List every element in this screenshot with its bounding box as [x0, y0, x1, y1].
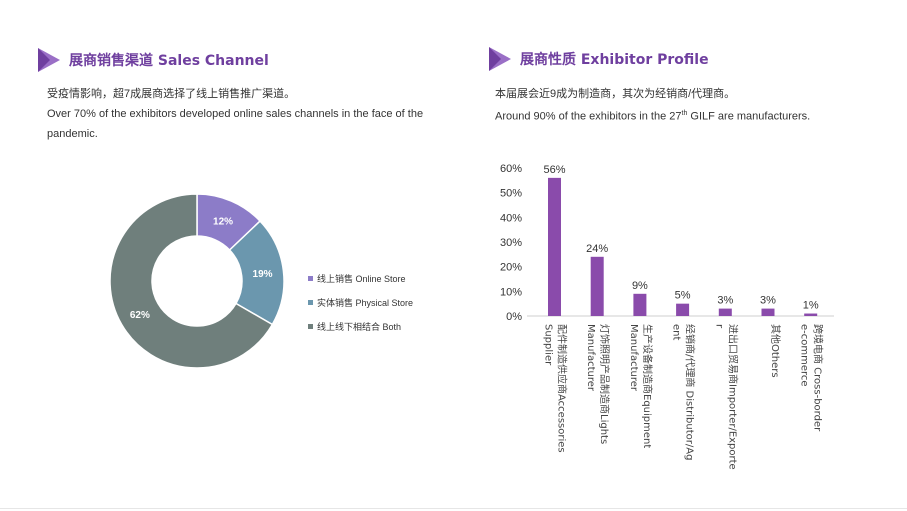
x-category-label-line: Supplier — [543, 324, 554, 366]
donut-slice-2 — [109, 193, 274, 369]
legend-swatch-physical — [308, 299, 313, 305]
legend-label-both: 线上线下相结合 Both — [317, 321, 402, 332]
sales-channel-donut-chart: 12% 19% 62% — [109, 193, 285, 369]
x-category-label-3: 经销商/代理商 Distributor/Agent — [671, 324, 697, 460]
x-category-label-line: e-commerce — [799, 324, 810, 387]
legend-item-physical: 实体销售 Physical Store — [308, 290, 413, 314]
exhibitor-profile-intro: 本届展会近9成为制造商，其次为经销商/代理商。 Around 90% of th… — [495, 84, 895, 127]
x-category-label-0: 配件制造供应商AccessoriesSupplier — [543, 324, 569, 453]
triangle-arrow-icon — [38, 48, 60, 72]
donut-slice-label-2: 62% — [130, 310, 150, 321]
exhibitor-profile-title: 展商性质 Exhibitor Profile — [520, 52, 709, 68]
x-category-label-line: Manufacturer — [628, 324, 639, 392]
bar-4 — [718, 308, 732, 316]
legend-swatch-both — [308, 323, 313, 329]
sales-channel-title: 展商销售渠道 Sales Channel — [69, 53, 269, 69]
legend-label-online: 线上销售 Online Store — [317, 273, 406, 284]
bar-value-label-2: 9% — [632, 280, 648, 292]
bar-2 — [633, 293, 647, 316]
x-category-label-line: 生产设备制造商Equipment — [641, 324, 654, 448]
bottom-divider — [0, 508, 907, 509]
x-category-label-line: r — [713, 324, 724, 329]
x-category-label-4: 进出口贸易商Importer/Exporter — [713, 324, 739, 470]
x-category-label-6: 跨境电商 Cross-bordere-commerce — [799, 324, 825, 432]
exhibitor-profile-intro-en: Around 90% of the exhibitors in the 27th… — [495, 104, 895, 127]
sales-channel-legend: 线上销售 Online Store 实体销售 Physical Store 线上… — [308, 266, 413, 338]
bar-5 — [761, 308, 775, 316]
sales-channel-header: 展商销售渠道 Sales Channel — [38, 48, 269, 72]
y-tick-label-2: 20% — [500, 262, 522, 274]
donut-svg: 12% 19% 62% — [109, 193, 285, 369]
donut-slice-label-1: 19% — [253, 269, 273, 280]
bar-value-label-4: 3% — [717, 295, 733, 307]
x-category-label-line: 配件制造供应商Accessories — [556, 324, 569, 453]
x-category-label-line: ent — [671, 324, 682, 340]
bar-value-label-3: 5% — [675, 290, 691, 302]
y-tick-label-4: 40% — [500, 212, 522, 224]
exhibitor-profile-intro-cn: 本届展会近9成为制造商，其次为经销商/代理商。 — [495, 88, 736, 100]
sales-channel-intro: 受疫情影响，超7成展商选择了线上销售推广渠道。 Over 70% of the … — [47, 84, 427, 144]
bar-3 — [676, 303, 690, 316]
bar-value-label-1: 24% — [586, 243, 608, 255]
x-category-label-line: 灯饰照明产品制造商Lights — [598, 324, 611, 444]
x-category-label-line: Manufacturer — [585, 324, 596, 392]
y-tick-label-6: 60% — [500, 163, 522, 175]
bar-value-label-0: 56% — [543, 164, 565, 176]
intro-en-part2: GILF are manufacturers. — [687, 110, 811, 123]
legend-swatch-online — [308, 275, 313, 281]
x-category-label-line: 经销商/代理商 Distributor/Ag — [684, 324, 697, 460]
bar-value-label-6: 1% — [803, 300, 819, 312]
x-category-label-line: 进出口贸易商Importer/Exporte — [726, 324, 739, 470]
bar-1 — [590, 256, 604, 316]
legend-item-online: 线上销售 Online Store — [308, 266, 413, 290]
sales-channel-intro-en: Over 70% of the exhibitors developed onl… — [47, 108, 424, 140]
donut-slice-label-0: 12% — [213, 216, 233, 227]
triangle-arrow-icon — [489, 47, 511, 71]
bar-0 — [548, 177, 561, 316]
exhibitor-profile-bar-chart: 0% 10% 20% 30% 40% 50% 60% 56% 配件制造供应商Accessorie… — [500, 163, 834, 470]
y-tick-label-5: 50% — [500, 188, 522, 200]
legend-label-physical: 实体销售 Physical Store — [317, 297, 414, 308]
y-tick-label-1: 10% — [500, 286, 522, 298]
x-category-label-line: 其他Others — [769, 324, 782, 378]
exhibitor-profile-header: 展商性质 Exhibitor Profile — [489, 47, 709, 71]
x-category-label-5: 其他Others — [769, 324, 782, 378]
y-tick-label-0: 0% — [506, 311, 522, 323]
legend-item-both: 线上线下相结合 Both — [308, 314, 413, 338]
sales-channel-intro-cn: 受疫情影响，超7成展商选择了线上销售推广渠道。 — [47, 88, 296, 100]
bar-6 — [804, 313, 818, 316]
intro-en-ordinal: th — [681, 110, 688, 117]
x-category-label-1: 灯饰照明产品制造商LightsManufacturer — [585, 324, 611, 444]
x-category-label-line: 跨境电商 Cross-border — [812, 324, 825, 432]
y-tick-label-3: 30% — [500, 237, 522, 249]
x-category-label-2: 生产设备制造商EquipmentManufacturer — [628, 324, 654, 448]
bar-value-label-5: 3% — [760, 295, 776, 307]
intro-en-part1: Around 90% of the exhibitors in the 27 — [495, 110, 682, 123]
